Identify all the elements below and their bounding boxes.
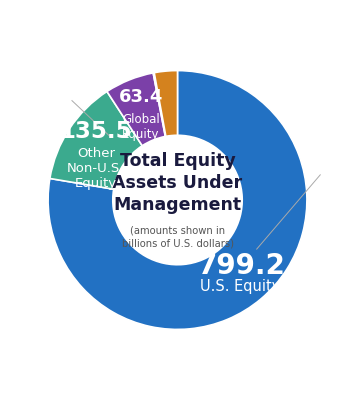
Text: 799.2: 799.2 — [197, 251, 284, 279]
Text: Total Equity
Assets Under
Management: Total Equity Assets Under Management — [113, 151, 242, 214]
Text: 63.4: 63.4 — [119, 88, 163, 106]
Wedge shape — [154, 71, 178, 137]
Text: Other
Non-U.S.
Equity: Other Non-U.S. Equity — [67, 147, 125, 190]
Text: Global
Equity: Global Equity — [122, 112, 160, 140]
Wedge shape — [107, 74, 165, 146]
Text: U.S. Equity: U.S. Equity — [201, 278, 281, 294]
Circle shape — [113, 136, 242, 265]
Wedge shape — [153, 73, 166, 137]
Text: (amounts shown in
billions of U.S. dollars): (amounts shown in billions of U.S. dolla… — [121, 225, 234, 248]
Wedge shape — [50, 92, 142, 190]
Wedge shape — [48, 71, 307, 330]
Text: 135.5: 135.5 — [60, 119, 132, 142]
